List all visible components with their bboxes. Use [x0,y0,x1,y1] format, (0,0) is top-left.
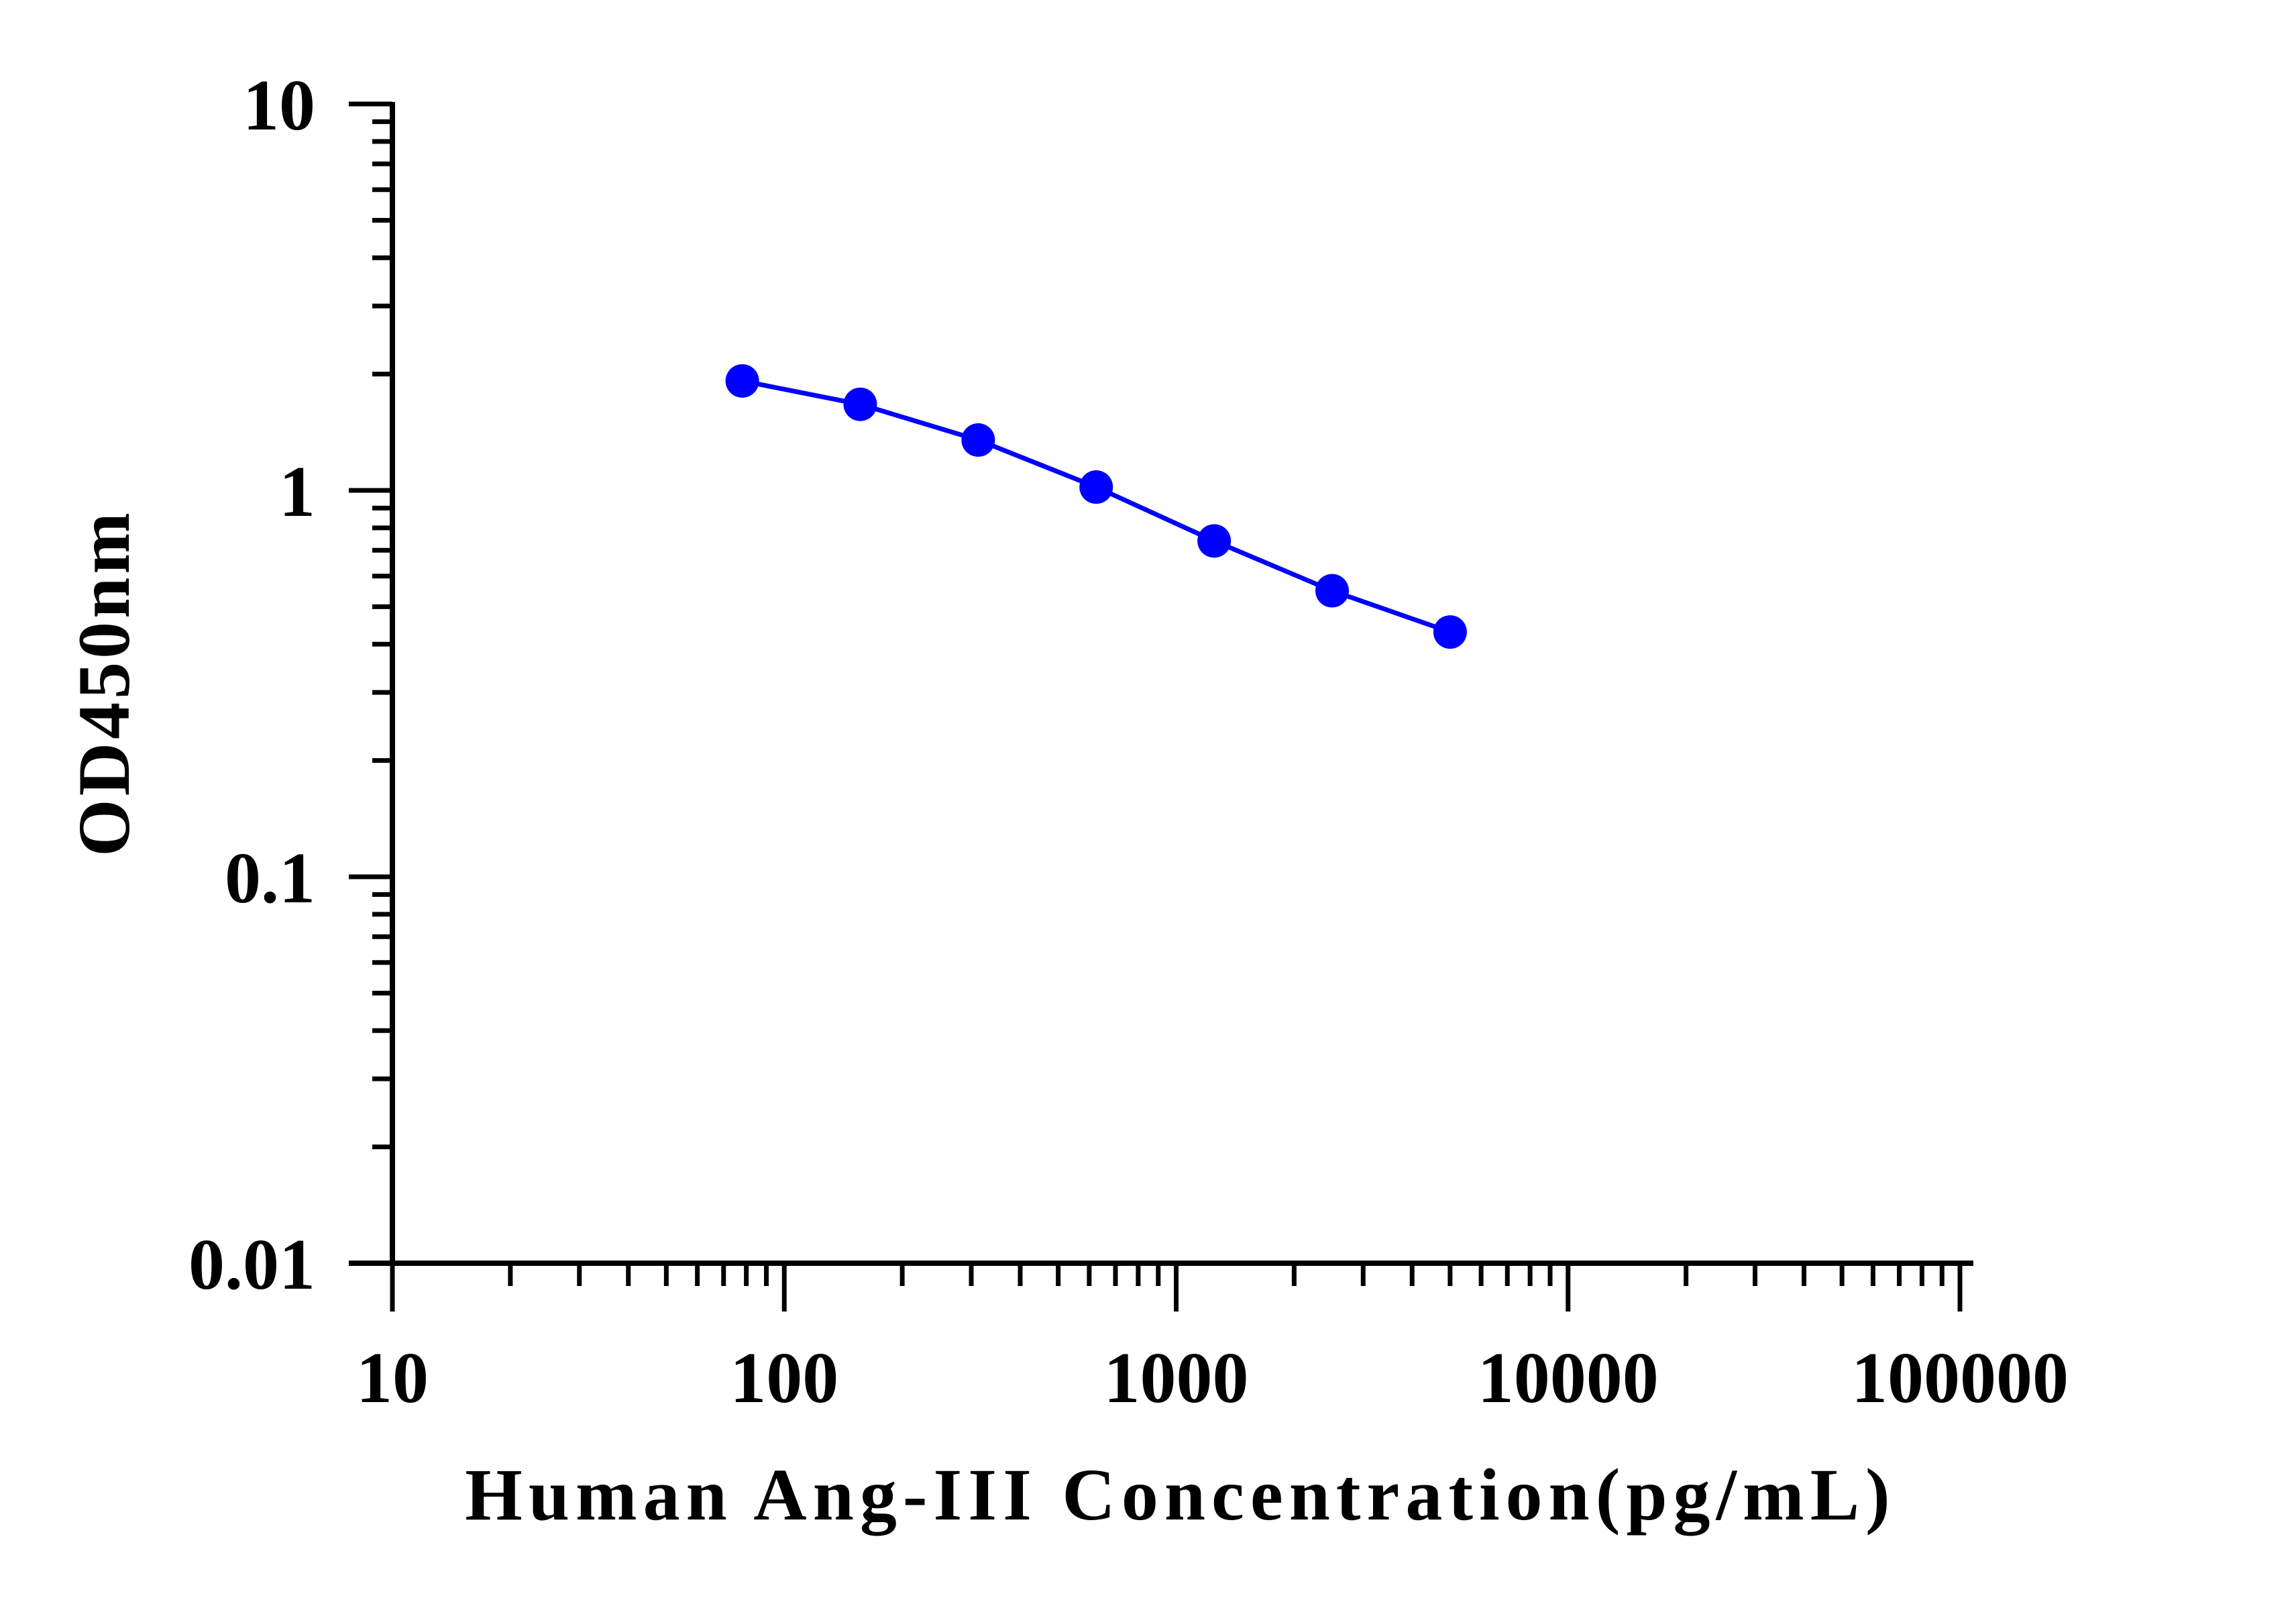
y-tick-label: 0.01 [188,1225,315,1305]
y-ticks [349,101,392,1266]
x-tick-label: 100000 [1851,1338,2069,1418]
y-tick-labels: 0.01 0.1 1 10 [188,66,315,1305]
data-point [725,364,759,398]
data-point [843,387,877,421]
data-point [1315,574,1349,608]
axes: 0.01 0.1 1 10 10 100 1000 10000 100000 [188,66,2069,1418]
y-tick-label: 0.1 [225,839,315,918]
data-point [1433,615,1467,649]
data-point [1079,470,1113,504]
x-tick-label: 100 [730,1338,838,1418]
x-axis-title: Human Ang-III Concentration(pg/mL) [465,1454,1896,1536]
y-tick-label: 10 [243,66,315,146]
x-tick-label: 1000 [1104,1338,1249,1418]
y-axis-title: OD450nm [63,509,145,857]
plot-area [725,364,1467,649]
x-tick-label: 10 [356,1338,429,1418]
x-tick-label: 10000 [1478,1338,1659,1418]
x-ticks [390,1263,1963,1312]
data-point [1197,524,1232,558]
y-tick-label: 1 [279,452,315,532]
x-tick-labels: 10 100 1000 10000 100000 [356,1338,2069,1418]
data-point [961,423,995,457]
